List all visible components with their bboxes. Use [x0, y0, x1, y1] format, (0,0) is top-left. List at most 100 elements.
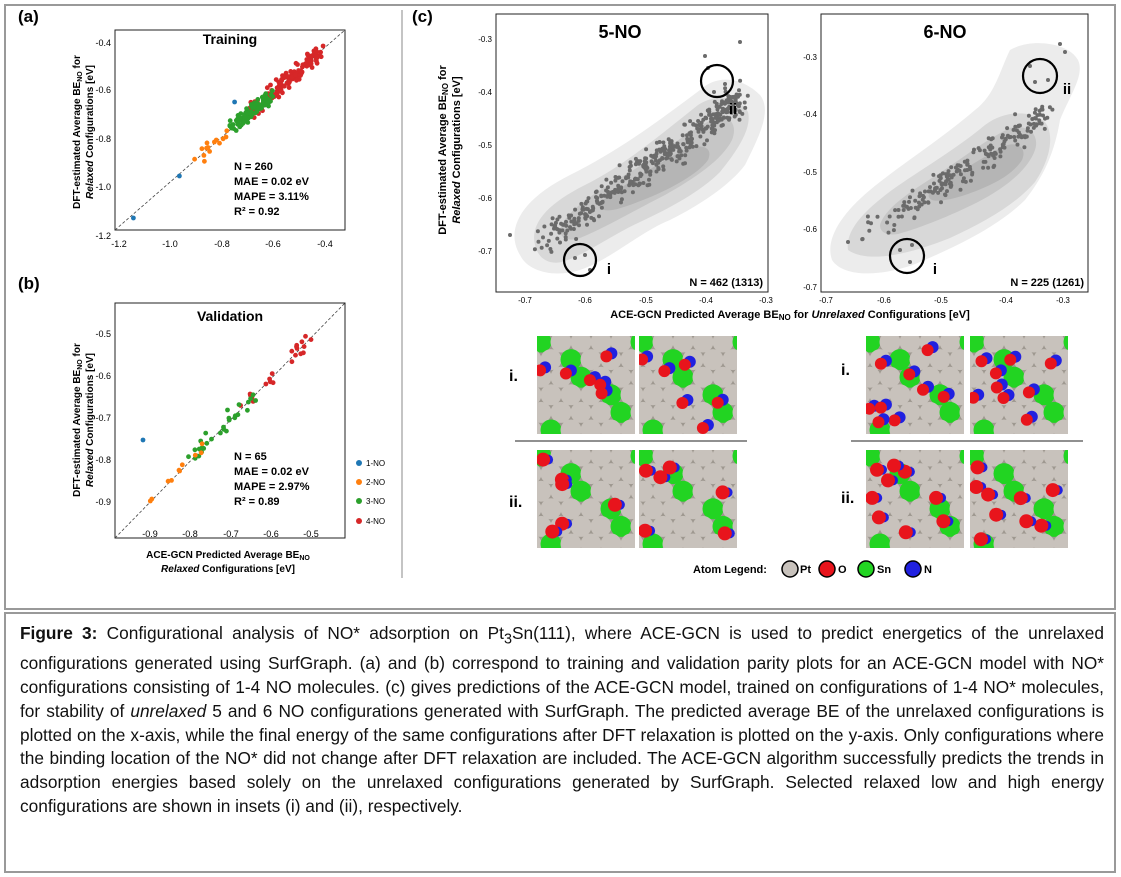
pt-atom	[540, 384, 562, 406]
data-point	[722, 115, 726, 120]
data-point	[703, 54, 707, 58]
pt-atom	[692, 480, 714, 502]
data-point	[705, 138, 709, 143]
caption-text: 5 and 6 NO configurations generated with…	[20, 700, 1104, 817]
legend-marker	[356, 460, 362, 466]
data-point	[573, 256, 577, 260]
pt-atom	[639, 386, 644, 404]
data-point	[698, 134, 703, 139]
pt-atom	[959, 517, 964, 536]
data-point	[702, 142, 707, 147]
sn-atom	[732, 336, 737, 351]
sn-atom	[840, 516, 861, 537]
data-point	[602, 193, 607, 198]
pt-atom	[672, 336, 694, 353]
data-point	[742, 100, 747, 105]
data-point	[712, 90, 716, 94]
data-point	[860, 237, 865, 242]
data-point	[550, 216, 555, 221]
pt-atom	[1084, 516, 1105, 537]
data-point	[715, 107, 720, 112]
legend-label: 1-NO	[366, 459, 385, 468]
data-point	[280, 90, 285, 96]
sn-atom	[1063, 450, 1068, 465]
o-atom	[653, 470, 668, 485]
atom-label: Pt	[800, 564, 811, 576]
data-point	[657, 147, 662, 152]
data-point	[726, 94, 731, 99]
data-point	[901, 208, 906, 212]
data-point	[887, 214, 892, 219]
pt-atom	[1063, 368, 1068, 386]
sn-atom	[869, 533, 891, 548]
data-point	[232, 415, 238, 421]
data-point	[703, 126, 708, 131]
data-point	[701, 129, 706, 134]
data-point	[590, 208, 595, 213]
data-point	[729, 110, 734, 115]
data-point	[1002, 145, 1007, 150]
data-point	[225, 407, 230, 413]
pt-atom	[970, 535, 975, 548]
panel-c-right-density	[830, 42, 1080, 274]
sn-atom	[1054, 314, 1075, 335]
inset-structure	[639, 450, 737, 548]
o-atom	[537, 452, 551, 467]
data-point	[1022, 145, 1027, 150]
data-point	[732, 94, 737, 99]
pt-atom	[639, 366, 654, 388]
data-point	[968, 167, 973, 172]
pt-atom	[1033, 533, 1055, 548]
legend-label: 3-NO	[366, 497, 385, 506]
data-point	[204, 440, 210, 446]
data-point	[320, 43, 326, 49]
data-point	[131, 215, 136, 221]
data-point	[558, 240, 562, 245]
svg-text:Relaxed Configurations [eV]: Relaxed Configurations [eV]	[161, 564, 295, 575]
data-point	[585, 222, 589, 227]
o-atom	[917, 383, 929, 396]
data-point	[177, 468, 183, 474]
data-point	[616, 186, 621, 191]
pt-atom	[983, 336, 1005, 353]
data-point	[963, 179, 968, 184]
pt-atom	[652, 515, 674, 537]
data-point	[606, 189, 610, 194]
pt-atom	[571, 551, 592, 572]
data-point	[701, 117, 706, 122]
panel-a-stat: N = 260	[234, 161, 273, 173]
caption-text: Configurational analysis of NO* adsorpti…	[97, 623, 504, 643]
data-point	[1033, 107, 1038, 112]
data-point	[245, 120, 251, 125]
data-point	[1032, 110, 1037, 115]
data-point	[300, 62, 306, 68]
pt-atom	[580, 419, 602, 434]
data-point	[661, 140, 666, 145]
pt-atom	[909, 463, 931, 485]
legend-marker	[356, 479, 362, 485]
data-point	[270, 94, 276, 99]
data-point	[205, 145, 211, 150]
data-point	[946, 169, 951, 174]
panel-c-right-xtick: -0.6	[877, 296, 891, 305]
panel-b-ytick: -0.8	[95, 455, 111, 465]
data-point	[605, 194, 610, 199]
pt-atom	[1023, 366, 1045, 388]
data-point	[940, 186, 944, 191]
pt-atom	[866, 386, 871, 404]
o-atom	[639, 353, 649, 366]
panel-c-ylabel: DFT-estimated Average BENO for Relaxed C…	[437, 65, 463, 235]
data-point	[628, 160, 633, 165]
data-point	[981, 159, 986, 164]
data-point	[694, 144, 699, 149]
data-point	[563, 231, 568, 236]
data-point	[908, 195, 912, 200]
inset-label: i.	[509, 368, 518, 385]
data-point	[958, 164, 963, 168]
sn-atom	[540, 419, 562, 434]
pt-atom	[949, 533, 964, 548]
data-point	[945, 189, 949, 194]
data-point	[294, 77, 299, 83]
panel-c-right-ytick: -0.4	[803, 110, 817, 119]
pt-atom	[531, 551, 552, 572]
